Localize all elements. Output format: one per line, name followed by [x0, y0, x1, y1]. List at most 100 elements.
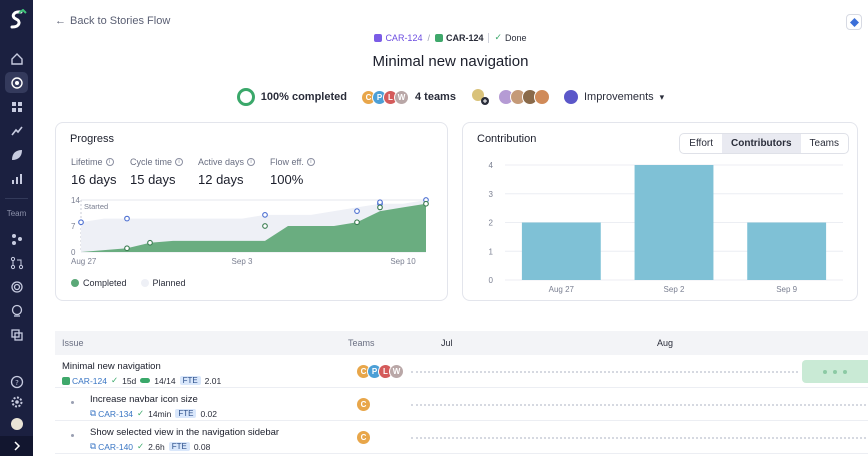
planned-swatch-icon — [140, 279, 149, 287]
table-row[interactable]: Show selected view in the navigation sid… — [55, 421, 868, 454]
planned-point — [377, 199, 383, 206]
progress-legend: Completed Planned — [71, 278, 186, 288]
started-label: Started — [84, 202, 108, 211]
issue-title[interactable]: Show selected view in the navigation sid… — [90, 427, 280, 438]
grid-icon[interactable] — [5, 96, 28, 117]
issue-time: 2.6h — [148, 441, 165, 452]
app-logo[interactable] — [7, 9, 27, 31]
stat-value: 100% — [270, 172, 304, 187]
legend-completed[interactable]: Completed — [71, 278, 127, 288]
chat-icon[interactable] — [5, 300, 28, 321]
issue-key[interactable]: CAR-124 — [62, 376, 107, 386]
breadcrumb-parent[interactable]: CAR-124 — [374, 33, 422, 43]
pull-request-icon[interactable] — [5, 252, 28, 273]
stat-value: 12 days — [198, 172, 244, 187]
contribution-card: Contribution Effort Contributors Teams 4… — [462, 122, 858, 301]
avatar: W — [389, 364, 404, 379]
x-tick-label: Sep 10 — [390, 257, 416, 266]
issue-meta: ⧉ CAR-140 ✓ 2.6h FTE 0.08 — [90, 441, 210, 452]
home-icon[interactable] — [5, 48, 28, 69]
completed-point — [124, 245, 130, 252]
x-tick-label: Sep 9 — [776, 285, 797, 294]
chevron-down-icon: ▾ — [659, 91, 665, 102]
progress-chart: 14 7 0 Started Aug 27 Sep 3 Sep 10 — [71, 196, 429, 266]
team-avatars: C P L W — [356, 364, 404, 379]
issue-title[interactable]: Minimal new navigation — [62, 361, 161, 372]
info-icon[interactable]: i — [175, 158, 184, 166]
story-icon — [434, 33, 443, 42]
back-label: Back to Stories Flow — [70, 15, 171, 27]
check-icon: ✓ — [137, 408, 145, 418]
divider — [488, 32, 490, 43]
integration-button[interactable] — [846, 14, 862, 30]
completed-swatch-icon — [71, 279, 79, 287]
team-graph-icon[interactable] — [5, 228, 28, 249]
teams-column-header[interactable]: Teams — [348, 338, 375, 348]
help-icon[interactable]: ? — [5, 371, 28, 392]
trend-icon[interactable] — [5, 120, 28, 141]
info-icon[interactable]: i — [306, 158, 315, 166]
user-avatar[interactable] — [5, 413, 28, 434]
sidebar: Team ? — [0, 0, 33, 456]
completed-area — [81, 203, 426, 252]
back-link[interactable]: ← Back to Stories Flow — [55, 15, 170, 27]
y-tick-label: 3 — [489, 190, 494, 199]
planned-point — [78, 219, 84, 226]
teams-indicator[interactable]: C P L W 4 teams — [360, 89, 456, 105]
completed-point — [262, 223, 268, 229]
issue-title[interactable]: Increase navbar icon size — [90, 394, 198, 405]
issue-key[interactable]: ⧉ CAR-134 — [90, 408, 134, 419]
timeline-track — [411, 371, 798, 373]
bar — [634, 165, 714, 280]
category-dropdown[interactable]: Improvements ▾ — [563, 90, 665, 104]
windows-icon[interactable] — [5, 324, 28, 345]
leaf-icon[interactable] — [5, 144, 28, 165]
target-icon[interactable] — [5, 276, 28, 297]
stat-label: Lifetime i — [71, 157, 114, 167]
tab-contributors[interactable]: Contributors — [722, 134, 801, 153]
x-tick-label: Sep 3 — [232, 257, 253, 266]
story-icon — [62, 376, 70, 385]
svg-text:?: ? — [15, 379, 19, 387]
issue-column-header[interactable]: Issue — [62, 338, 84, 348]
fte-value: 2.01 — [204, 375, 222, 386]
bar — [747, 222, 827, 280]
settings-icon[interactable] — [5, 391, 28, 412]
issue-key[interactable]: ⧉ CAR-140 — [90, 441, 134, 452]
contribution-tabs: Effort Contributors Teams — [679, 133, 849, 154]
progress-title: Progress — [70, 133, 115, 145]
contribution-title: Contribution — [477, 133, 537, 145]
timeline-bar[interactable] — [802, 360, 868, 383]
completion-ring-icon — [236, 88, 255, 106]
info-icon[interactable]: i — [105, 158, 114, 166]
breadcrumb-separator: / — [427, 32, 430, 43]
fte-badge: FTE — [179, 376, 201, 385]
legend-planned[interactable]: Planned — [140, 278, 186, 288]
table-row[interactable]: Minimal new navigation CAR-124 ✓ 15d 14/… — [55, 355, 868, 388]
contributors-indicator[interactable] — [470, 88, 550, 106]
bar-chart-icon[interactable] — [5, 168, 28, 189]
completed-point — [377, 204, 383, 211]
info-icon[interactable]: i — [247, 158, 256, 166]
tab-teams[interactable]: Teams — [809, 138, 839, 149]
issue-time: 15d — [122, 375, 137, 386]
page-title: Minimal new navigation — [372, 53, 529, 70]
stat-label: Cycle time i — [130, 157, 184, 167]
main-content: ← Back to Stories Flow CAR-124 / CAR-124… — [33, 0, 868, 456]
stories-icon[interactable] — [5, 72, 28, 93]
issue-meta: ⧉ CAR-134 ✓ 14min FTE 0.02 — [90, 408, 217, 419]
table-row[interactable]: Increase navbar icon size ⧉ CAR-134 ✓ 14m… — [55, 388, 868, 421]
planned-point — [124, 215, 130, 222]
y-tick-label: 14 — [71, 196, 80, 205]
stat-label: Flow eff. i — [270, 157, 315, 167]
subtask-icon: ⧉ — [90, 441, 97, 451]
progress-card: Progress Lifetime i 16 days Cycle time i 1… — [55, 122, 448, 301]
fte-badge: FTE — [175, 409, 197, 418]
tab-effort[interactable]: Effort — [689, 138, 713, 149]
issues-table: Issue Teams Jul Aug Minimal new navigati… — [55, 331, 868, 454]
check-icon: ✓ — [110, 375, 119, 385]
expand-sidebar-button[interactable] — [0, 436, 33, 456]
y-tick-label: 0 — [71, 248, 76, 257]
subtask-icon: ⧉ — [90, 408, 97, 418]
completion-text: 100% completed — [260, 91, 347, 103]
